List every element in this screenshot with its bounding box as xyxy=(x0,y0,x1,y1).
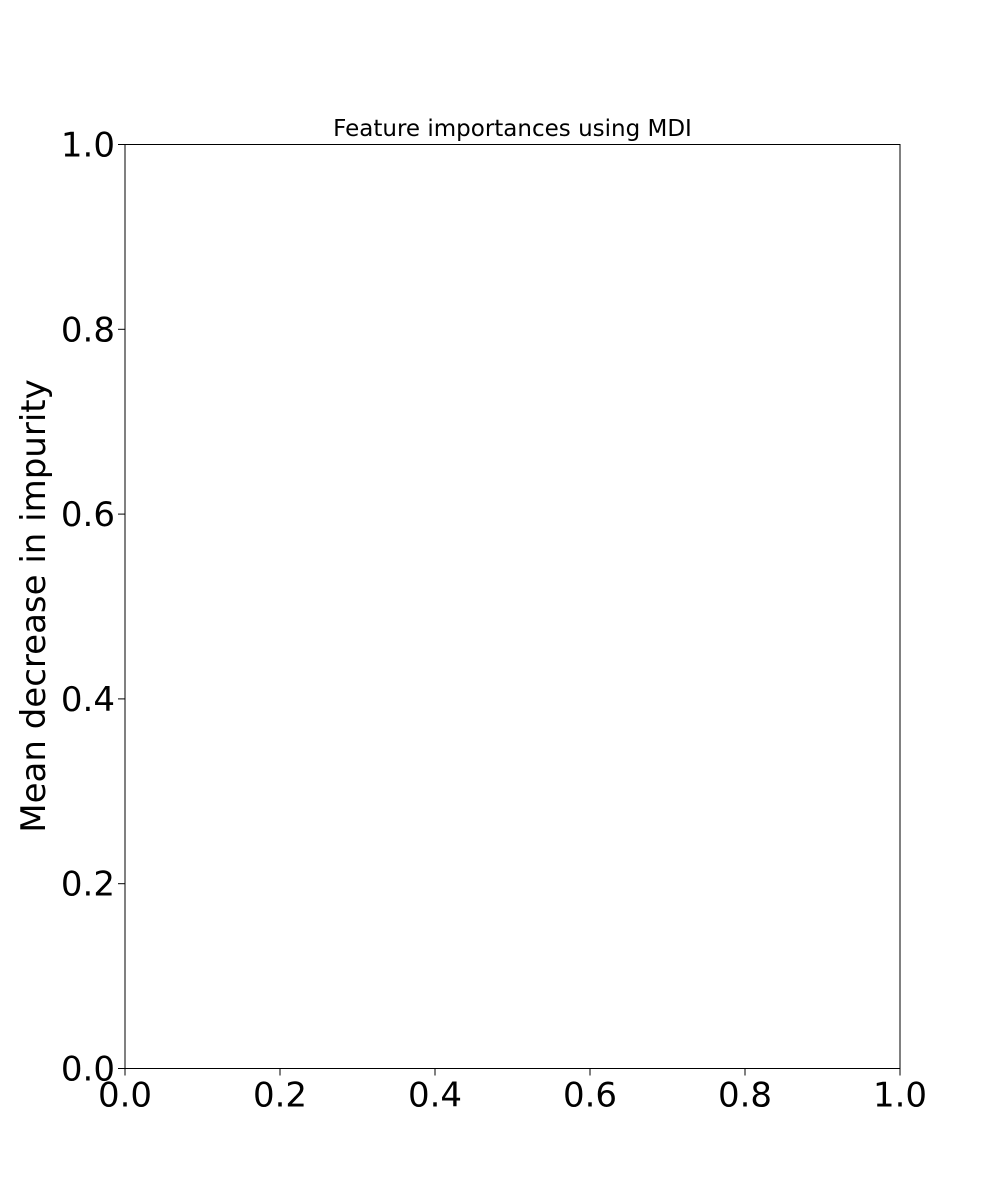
y-tick-label: 0.4 xyxy=(61,680,115,720)
chart-title: Feature importances using MDI xyxy=(333,116,692,142)
y-tick-label: 0.6 xyxy=(61,495,115,535)
y-tick-label: 0.2 xyxy=(61,865,115,905)
y-axis-ticks: 0.0 0.2 0.4 0.6 0.8 1.0 xyxy=(61,126,125,1090)
x-tick-label: 0.6 xyxy=(563,1076,617,1116)
x-tick-label: 0.0 xyxy=(98,1076,152,1116)
plot-area-frame xyxy=(124,144,901,1069)
x-tick-label: 0.4 xyxy=(408,1076,462,1116)
x-tick-label: 0.8 xyxy=(718,1076,772,1116)
y-tick-label: 0.0 xyxy=(61,1050,115,1090)
y-axis-label: Mean decrease in impurity xyxy=(14,379,54,832)
x-tick-label: 0.2 xyxy=(253,1076,307,1116)
x-tick-label: 1.0 xyxy=(873,1076,927,1116)
x-axis-ticks: 0.0 0.2 0.4 0.6 0.8 1.0 xyxy=(98,1068,927,1116)
y-tick-label: 0.8 xyxy=(61,310,115,350)
y-tick-label: 1.0 xyxy=(61,126,115,166)
